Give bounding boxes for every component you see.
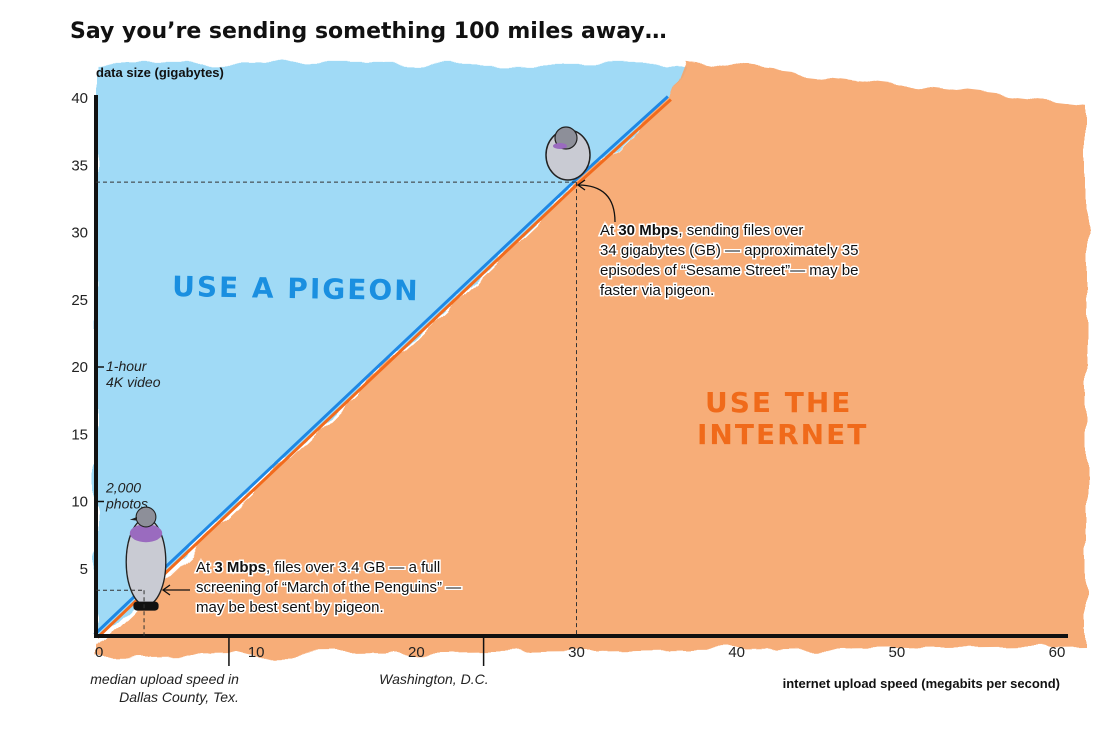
- annotation-segment: faster via pigeon.: [600, 282, 714, 299]
- pigeon-head: [135, 506, 157, 528]
- pigeon-illustration-top: [545, 126, 591, 181]
- y-marker-label: 2,000: [105, 480, 141, 496]
- x-tick-label: 30: [568, 644, 585, 661]
- y-tick-label: 25: [71, 292, 88, 309]
- y-tick-label: 15: [71, 426, 88, 443]
- region-label-internet: USE THE: [705, 386, 852, 419]
- internet-region: [96, 59, 1085, 656]
- annotation-segment: screening of “March of the Penguins” —: [196, 579, 461, 596]
- annotation-segment: , sending files over: [678, 222, 803, 239]
- x-tick-label: 0: [95, 644, 103, 661]
- y-marker-label: 4K video: [106, 374, 161, 390]
- x-marker-label: median upload speed in: [90, 671, 239, 687]
- break-even-line-orange: [96, 98, 672, 639]
- annotation-text: At 3 Mbps, files over 3.4 GB — a full scr…: [196, 559, 461, 616]
- annotation-segment: 30 Mbps: [618, 222, 678, 239]
- annotation-segment: , files over 3.4 GB — a full: [266, 559, 440, 576]
- pigeon-neck: [129, 524, 163, 543]
- annotation-segment: 3 Mbps: [214, 559, 266, 576]
- x-tick-label: 60: [1049, 644, 1066, 661]
- y-tick-label: 30: [71, 225, 88, 242]
- annotation-segment: may be best sent by pigeon.: [196, 599, 384, 616]
- annotation-segment: At: [196, 559, 214, 576]
- x-marker-label: Dallas County, Tex.: [119, 689, 239, 705]
- annotation-arrow: [577, 184, 616, 223]
- x-axis-label: internet upload speed (megabits per seco…: [783, 676, 1060, 691]
- annotation-text: At 30 Mbps, sending files over 34 gigabyt…: [600, 222, 858, 299]
- annotation-segment: episodes of “Sesame Street”— may be: [600, 262, 858, 279]
- y-tick-label: 5: [80, 561, 88, 578]
- y-tick-label: 10: [71, 494, 88, 511]
- y-marker-label: 1-hour: [106, 358, 148, 374]
- x-tick-label: 10: [248, 644, 265, 661]
- annotation-segment: At: [600, 222, 618, 239]
- break-even-line-blue: [93, 95, 669, 636]
- arrow-head: [576, 179, 586, 191]
- x-tick-label: 50: [888, 644, 905, 661]
- region-label-pigeon: USE A PIGEON: [172, 270, 420, 307]
- region-label-internet: INTERNET: [697, 418, 868, 451]
- pigeon-neck: [553, 143, 567, 149]
- pigeon-illustration-small: [125, 506, 167, 611]
- chart-title: Say you’re sending something 100 miles a…: [70, 19, 667, 44]
- y-marker-label: photos: [105, 496, 148, 512]
- y-tick-label: 20: [71, 359, 88, 376]
- y-axis-label: data size (gigabytes): [96, 65, 224, 80]
- arrow-head: [161, 584, 171, 596]
- pigeon-beak: [129, 517, 137, 521]
- y-tick-label: 35: [71, 157, 88, 174]
- pigeon-tail: [133, 601, 159, 611]
- x-tick-label: 40: [728, 644, 745, 661]
- y-tick-label: 40: [71, 90, 88, 107]
- x-marker-label: Washington, D.C.: [379, 671, 488, 687]
- x-tick-label: 20: [408, 644, 425, 661]
- annotation-segment: 34 gigabytes (GB) — approximately 35: [600, 242, 858, 259]
